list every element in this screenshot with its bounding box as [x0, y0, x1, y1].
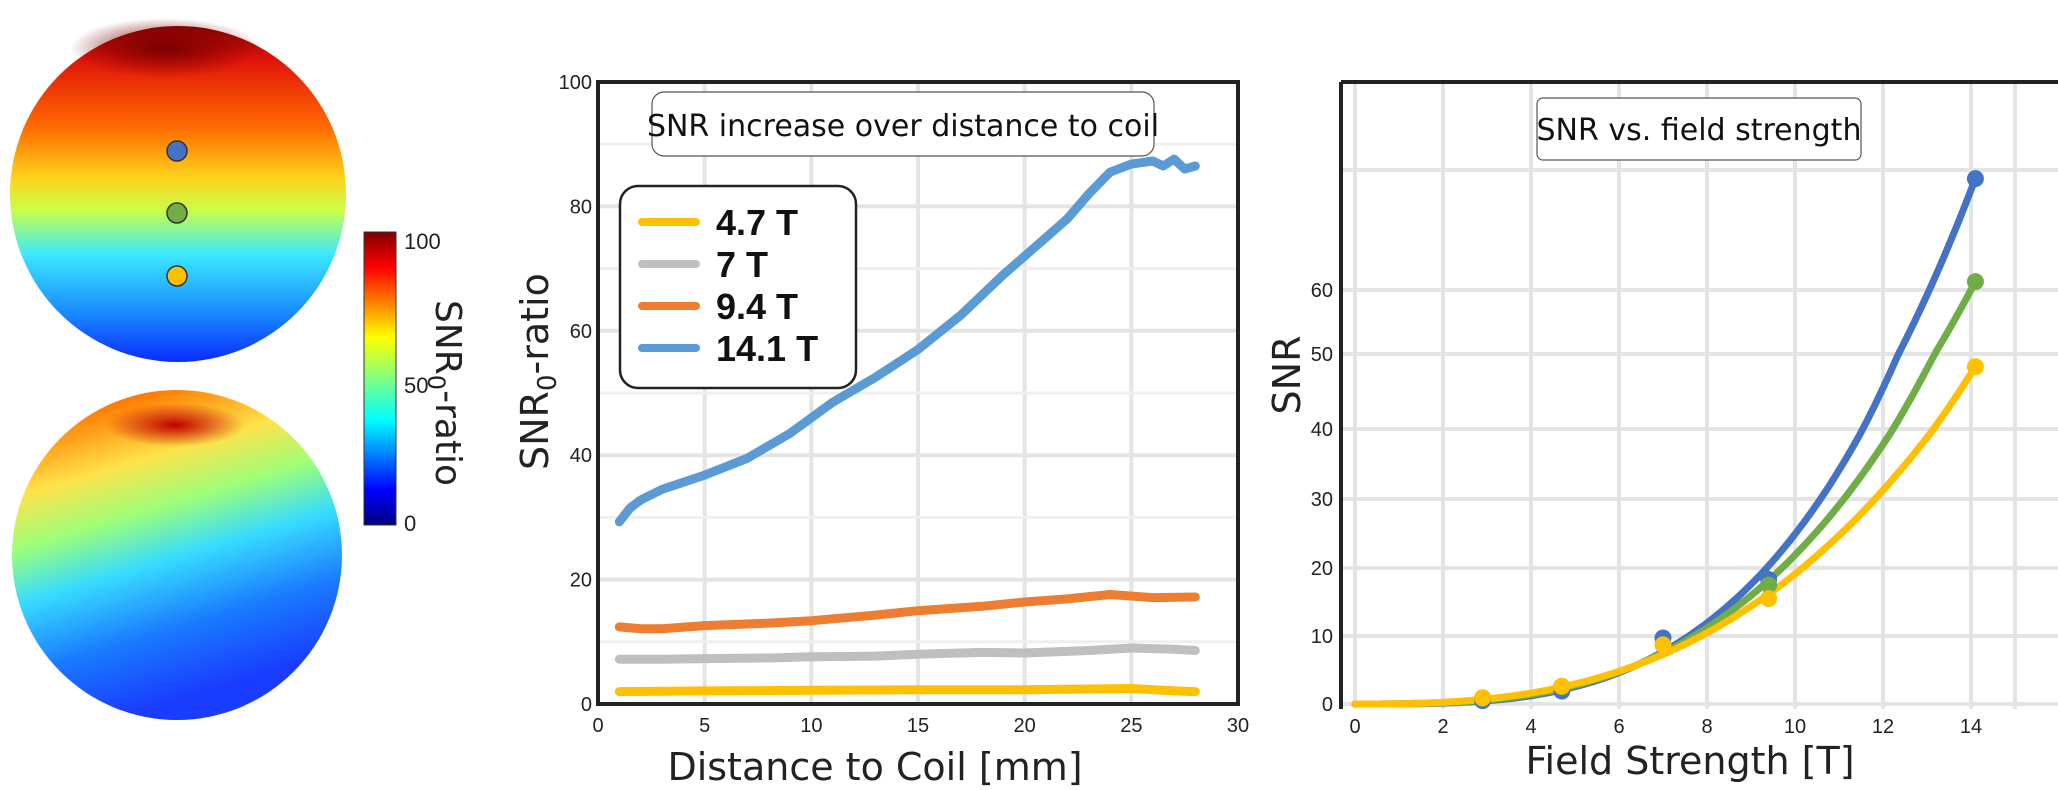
distance-chart-frame	[596, 80, 1240, 706]
field-chart-x-ticks: 0 2 4 6 8 10 12 14	[1349, 716, 1982, 738]
x-tick-label: 6	[1613, 716, 1624, 738]
y-tick-label: 0	[1322, 694, 1333, 716]
fit-curve-yellow	[1351, 363, 1979, 708]
y-tick-label: 60	[1311, 280, 1333, 302]
legend-label-9-4t: 9.4 T	[716, 286, 798, 327]
y-tick-label: 30	[1311, 489, 1333, 511]
distance-chart-x-ticks: 0 5 10 15 20 25 30	[592, 715, 1249, 737]
distance-chart-title-box	[651, 91, 1155, 157]
y-tick-label: 40	[1311, 419, 1333, 441]
data-point-yellow	[1553, 677, 1571, 695]
field-chart-title-box	[1536, 97, 1862, 161]
distance-chart-lines	[614, 154, 1200, 697]
field-chart-title: SNR vs. field strength	[1537, 113, 1862, 148]
snr-map-bottom	[12, 390, 342, 720]
x-tick-label: 0	[592, 715, 603, 737]
distance-chart: 0 5 10 15 20 25 30 0 20 40 60 80 100 SNR increase o…	[513, 72, 1249, 789]
y-tick-label: 100	[559, 72, 592, 94]
x-tick-label: 12	[1872, 716, 1894, 738]
y-tick-label: 40	[570, 445, 592, 467]
field-chart-x-label: Field Strength [T]	[1525, 739, 1854, 783]
colorbar	[363, 231, 397, 526]
y-tick-label: 60	[570, 321, 592, 343]
x-tick-label: 0	[1349, 716, 1360, 738]
x-tick-label: 10	[1784, 716, 1806, 738]
map-marker-green	[166, 202, 188, 224]
data-point-yellow	[1654, 636, 1672, 654]
series-line-4-7-t	[614, 684, 1200, 697]
map-marker-yellow	[166, 265, 188, 287]
distance-chart-x-label: Distance to Coil [mm]	[667, 745, 1082, 789]
data-point-yellow	[1474, 689, 1492, 707]
legend-label-4-7t: 4.7 T	[716, 202, 798, 243]
y-tick-label: 50	[1311, 344, 1333, 366]
series-line-9-4-t	[614, 590, 1200, 634]
x-tick-label: 20	[1014, 715, 1036, 737]
field-chart-y-label: SNR	[1265, 336, 1309, 415]
x-tick-label: 5	[699, 715, 710, 737]
field-chart-y-ticks: 0 10 20 30 40 50 60	[1311, 280, 1333, 716]
y-tick-label: 10	[1311, 626, 1333, 648]
x-tick-label: 8	[1701, 716, 1712, 738]
legend-label-14-1t: 14.1 T	[716, 328, 818, 369]
legend-label-7t: 7 T	[716, 244, 768, 285]
y-tick-label: 0	[581, 694, 592, 716]
distance-chart-y-ticks: 0 20 40 60 80 100	[559, 72, 592, 716]
colorbar-label: SNR0-ratio	[422, 300, 468, 486]
colorbar-tick-100: 100	[404, 229, 441, 254]
distance-chart-legend	[618, 184, 858, 390]
series-line-14-1-t	[614, 154, 1200, 527]
field-chart-points	[1474, 170, 1984, 710]
data-point-green	[1760, 576, 1778, 594]
field-chart-grid	[1341, 82, 2058, 709]
snr-map-top	[10, 18, 346, 362]
x-tick-label: 4	[1525, 716, 1536, 738]
y-tick-label: 20	[1311, 558, 1333, 580]
y-tick-label: 20	[570, 570, 592, 592]
series-line-7-t	[614, 643, 1200, 664]
distance-chart-y-label: SNR0-ratio	[513, 273, 563, 470]
colorbar-tick-50: 50	[404, 373, 428, 398]
x-tick-label: 15	[907, 715, 929, 737]
data-point-yellow	[1966, 358, 1984, 376]
x-tick-label: 2	[1437, 716, 1448, 738]
map-marker-blue	[166, 140, 188, 162]
field-chart: 0 2 4 6 8 10 12 14 0 10 20 30 40 50 60 SNR vs. field …	[1265, 80, 2058, 783]
colorbar-tick-0: 0	[404, 511, 416, 536]
data-point-yellow	[1760, 590, 1778, 608]
x-tick-label: 10	[800, 715, 822, 737]
data-point-blue	[1966, 170, 1984, 188]
distance-chart-title: SNR increase over distance to coil	[647, 109, 1159, 144]
x-tick-label: 14	[1960, 716, 1982, 738]
x-tick-label: 30	[1227, 715, 1249, 737]
y-tick-label: 80	[570, 196, 592, 218]
data-point-green	[1966, 273, 1984, 291]
x-tick-label: 25	[1120, 715, 1142, 737]
